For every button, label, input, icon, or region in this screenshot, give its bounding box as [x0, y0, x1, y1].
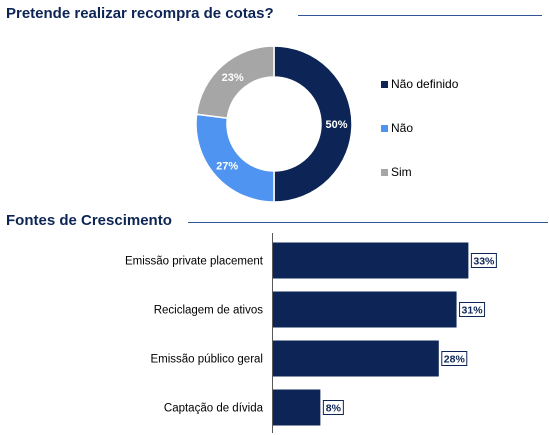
legend-swatch-0 [381, 81, 388, 88]
bar-value-box-2 [441, 351, 468, 366]
legend-swatch-1 [381, 125, 388, 132]
bar-3 [273, 389, 321, 426]
bar-title-rule [188, 222, 548, 223]
legend-label-1: Não [391, 121, 413, 135]
pie-section-title: Pretende realizar recompra de cotas? [6, 5, 274, 22]
bar-0 [273, 242, 469, 279]
bar-category-label-2: Emissão público geral [150, 354, 263, 366]
bar-category-label-3: Captação de dívida [164, 403, 264, 415]
bar-value-label-2: 28% [444, 354, 466, 366]
bar-category-label-0: Emissão private placement [125, 256, 264, 268]
bar-1 [273, 291, 457, 328]
bar-category-label-1: Reciclagem de ativos [154, 305, 264, 317]
bar-value-label-3: 8% [326, 403, 342, 415]
legend-label-2: Sim [391, 165, 412, 179]
pie-title-rule [298, 15, 542, 16]
donut-slice-2 [195, 45, 275, 119]
bar-value-label-0: 33% [473, 256, 495, 268]
bar-value-box-3 [322, 400, 344, 415]
donut-slice-label-0: 50% [325, 119, 347, 131]
legend-swatch-2 [381, 169, 388, 176]
bar-value-box-0 [470, 253, 497, 268]
donut-slice-label-2: 23% [222, 72, 244, 84]
bar-value-label-1: 31% [462, 305, 484, 317]
donut-slice-label-1: 27% [216, 160, 238, 172]
bar-value-box-1 [459, 302, 486, 317]
legend-label-0: Não definido [391, 77, 459, 91]
donut-slice-0 [273, 45, 353, 203]
bar-section-title: Fontes de Crescimento [6, 212, 172, 229]
bar-2 [273, 340, 439, 377]
